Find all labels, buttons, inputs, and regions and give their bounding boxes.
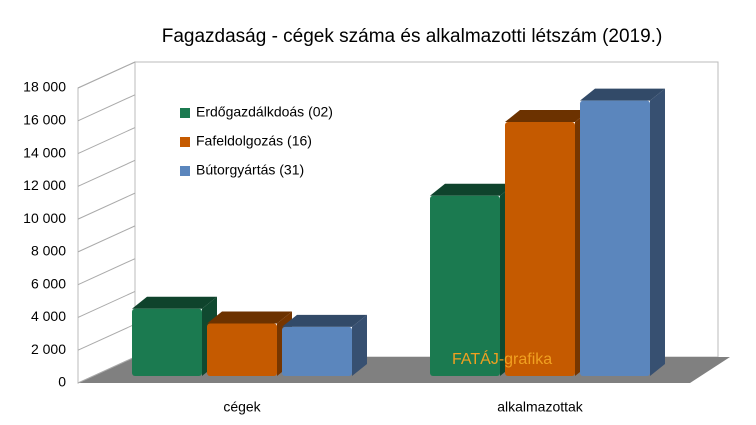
grid-line xyxy=(77,225,136,253)
bar-front xyxy=(430,195,500,376)
bar-front xyxy=(580,100,650,377)
bar-top xyxy=(207,311,292,324)
bar xyxy=(132,296,217,376)
legend-swatch xyxy=(180,108,190,118)
bar-top xyxy=(132,296,217,309)
side-wall xyxy=(77,61,136,384)
bar xyxy=(430,183,515,376)
legend-swatch xyxy=(180,137,190,147)
y-tick-label: 4 000 xyxy=(31,308,66,324)
bar-front xyxy=(282,326,352,376)
bar xyxy=(207,311,292,376)
chart-title: Fagazdaság - cégek száma és alkalmazotti… xyxy=(162,26,663,47)
bar-top xyxy=(430,183,515,196)
grid-line xyxy=(77,323,136,351)
grid-line xyxy=(77,192,136,220)
bar-front xyxy=(207,323,277,376)
grid-line xyxy=(77,61,136,89)
bar-side xyxy=(352,314,367,376)
y-tick-label: 6 000 xyxy=(31,275,66,291)
grid-line xyxy=(77,94,136,122)
y-tick-label: 2 000 xyxy=(31,341,66,357)
x-tick-label: alkalmazottak xyxy=(497,399,584,415)
grid-line xyxy=(77,258,136,286)
bar-top xyxy=(580,88,665,101)
y-tick-label: 16 000 xyxy=(23,111,66,127)
legend-swatch xyxy=(180,166,190,176)
grid-line xyxy=(77,127,136,155)
y-tick-label: 0 xyxy=(58,374,66,390)
bar-top xyxy=(505,109,590,122)
grid-line xyxy=(77,290,136,318)
y-tick-label: 18 000 xyxy=(23,79,66,95)
legend-label: Fafeldolgozás (16) xyxy=(196,133,312,149)
y-tick-label: 10 000 xyxy=(23,210,66,226)
bar xyxy=(580,88,665,377)
annotation: FATÁJ-grafika xyxy=(452,349,552,368)
y-tick-label: 14 000 xyxy=(23,144,66,160)
bar-top xyxy=(282,314,367,327)
grid-line xyxy=(77,356,136,384)
bar xyxy=(505,109,590,376)
y-tick-label: 12 000 xyxy=(23,177,66,193)
grid-line xyxy=(77,159,136,187)
bar-front xyxy=(505,121,575,376)
bar-side xyxy=(650,88,665,377)
x-tick-label: cégek xyxy=(223,399,261,415)
legend-label: Bútorgyártás (31) xyxy=(196,162,304,178)
y-tick-label: 8 000 xyxy=(31,243,66,259)
bar-front xyxy=(132,308,202,376)
bar xyxy=(282,314,367,376)
legend-label: Erdőgazdálkdoás (02) xyxy=(196,104,333,120)
